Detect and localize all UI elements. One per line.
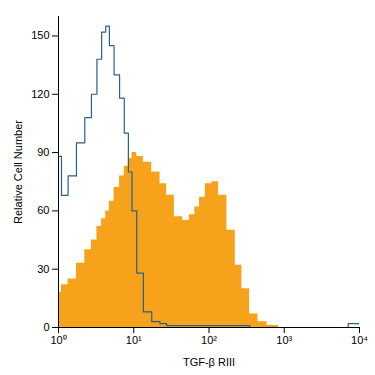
svg-text:120: 120: [31, 88, 49, 100]
svg-text:90: 90: [37, 146, 49, 158]
svg-text:Relative Cell Number: Relative Cell Number: [12, 120, 24, 224]
svg-text:10⁴: 10⁴: [351, 334, 368, 346]
svg-text:10¹: 10¹: [126, 334, 142, 346]
svg-text:60: 60: [37, 204, 49, 216]
svg-text:10²: 10²: [201, 334, 217, 346]
svg-text:150: 150: [31, 29, 49, 41]
svg-text:TGF-β RIII: TGF-β RIII: [183, 356, 235, 368]
svg-text:10⁰: 10⁰: [50, 334, 66, 346]
svg-text:10³: 10³: [276, 334, 292, 346]
svg-text:0: 0: [43, 321, 49, 333]
svg-text:30: 30: [37, 263, 49, 275]
